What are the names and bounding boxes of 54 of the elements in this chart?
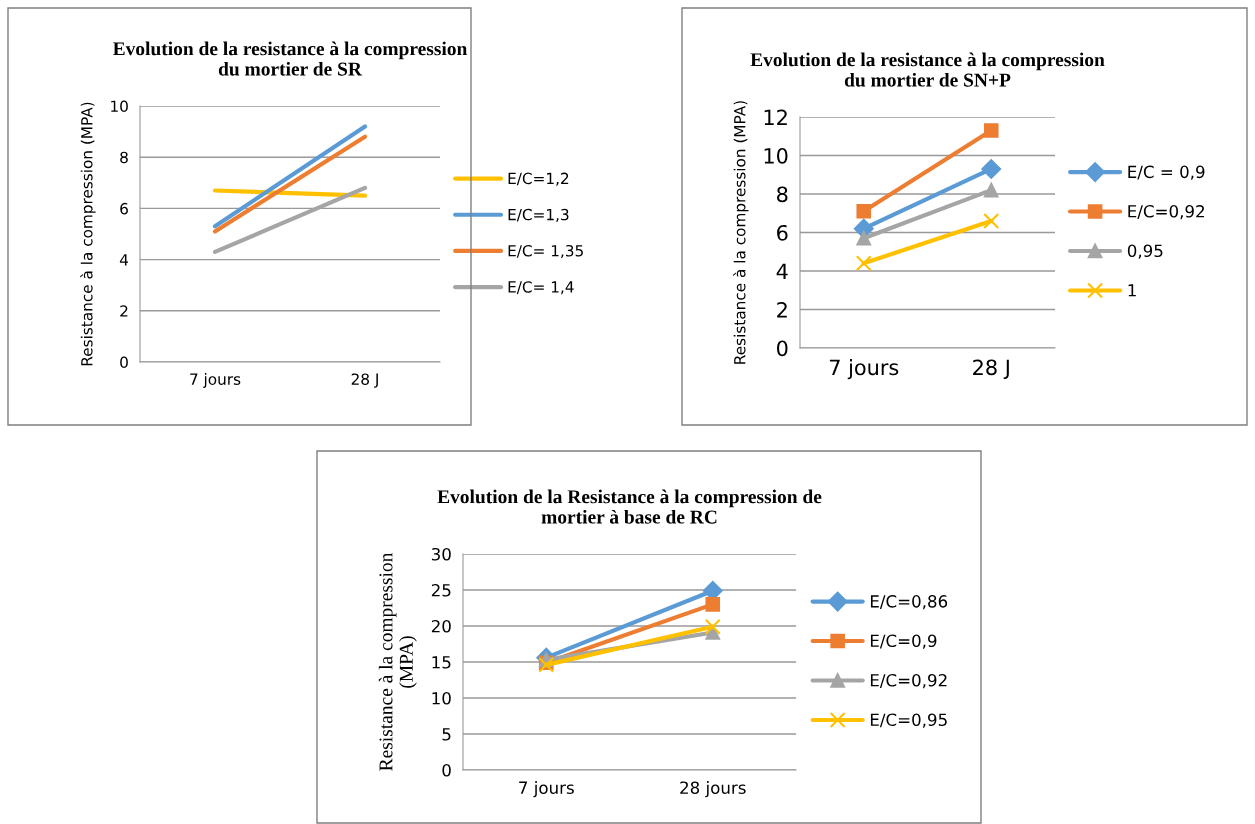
point <box>855 255 872 272</box>
legend-label: 0,95 <box>1127 244 1163 259</box>
chart-title: Evolution de la resistance à la compression du mortier de SN+P <box>750 52 1105 87</box>
y-tick-label: 0 <box>120 356 128 369</box>
y-tick-label: 5 <box>442 728 451 741</box>
y-axis-title: Resistance à la compression (MPA) <box>80 102 96 366</box>
point <box>981 159 1002 179</box>
y-tick-label: 15 <box>432 656 451 669</box>
legend-label: E/C=0,92 <box>870 673 947 689</box>
y-tick-label: 6 <box>777 224 788 241</box>
point <box>856 204 872 219</box>
x-tick-label: 7 jours <box>829 359 899 380</box>
y-tick-label: 10 <box>432 691 451 705</box>
legend-label: E/C= 1,35 <box>508 244 583 259</box>
legend-label: E/C = 0,9 <box>1128 165 1205 180</box>
legend-label: 1 <box>1128 284 1136 297</box>
y-tick-label: 4 <box>119 254 129 266</box>
y-tick-label: 12 <box>764 109 787 125</box>
point <box>705 597 721 612</box>
y-axis-title: Resistance à la compression (MPA) <box>733 101 749 364</box>
y-tick-label: 2 <box>120 305 128 317</box>
y-tick-label: 0 <box>442 763 451 777</box>
chart-title: Evolution de la Resistance à la compression de mortier à base de RC <box>437 489 822 524</box>
legend-label: E/C= 1,4 <box>508 281 574 295</box>
legend-label: E/C=0,9 <box>870 634 937 649</box>
x-tick-label: 7 jours <box>519 781 574 798</box>
x-tick-label: 28 J <box>351 373 378 388</box>
y-tick-label: 10 <box>111 100 128 113</box>
y-tick-label: 10 <box>764 147 788 164</box>
x-tick-label: 28 J <box>973 359 1009 380</box>
legend-label: E/C=1,2 <box>508 172 569 186</box>
y-tick-label: 8 <box>120 151 128 164</box>
point <box>704 618 721 635</box>
y-tick-label: 4 <box>776 263 788 279</box>
y-tick-label: 0 <box>777 340 788 357</box>
point <box>983 182 999 198</box>
y-tick-label: 2 <box>777 301 787 318</box>
x-tick-label: 7 jours <box>190 373 241 388</box>
y-tick-label: 8 <box>777 186 788 203</box>
y-tick-label: 30 <box>431 547 451 561</box>
point <box>856 230 872 246</box>
legend-label: E/C=0,92 <box>1128 205 1204 220</box>
legend-label: E/C=0,86 <box>870 595 948 610</box>
chart-title: Evolution de la resistance à la compression du mortier de SR <box>112 41 468 76</box>
point <box>983 123 999 138</box>
y-tick-label: 20 <box>431 619 451 633</box>
x-tick-label: 28 jours <box>680 781 746 798</box>
legend-label: E/C=0,95 <box>870 713 947 728</box>
y-axis-title: Resistance à la compression (MPA) <box>378 552 417 771</box>
point <box>983 212 1000 229</box>
y-tick-label: 25 <box>431 583 451 597</box>
point <box>705 625 721 640</box>
y-tick-label: 6 <box>120 202 128 215</box>
legend-label: E/C=1,3 <box>508 208 569 222</box>
